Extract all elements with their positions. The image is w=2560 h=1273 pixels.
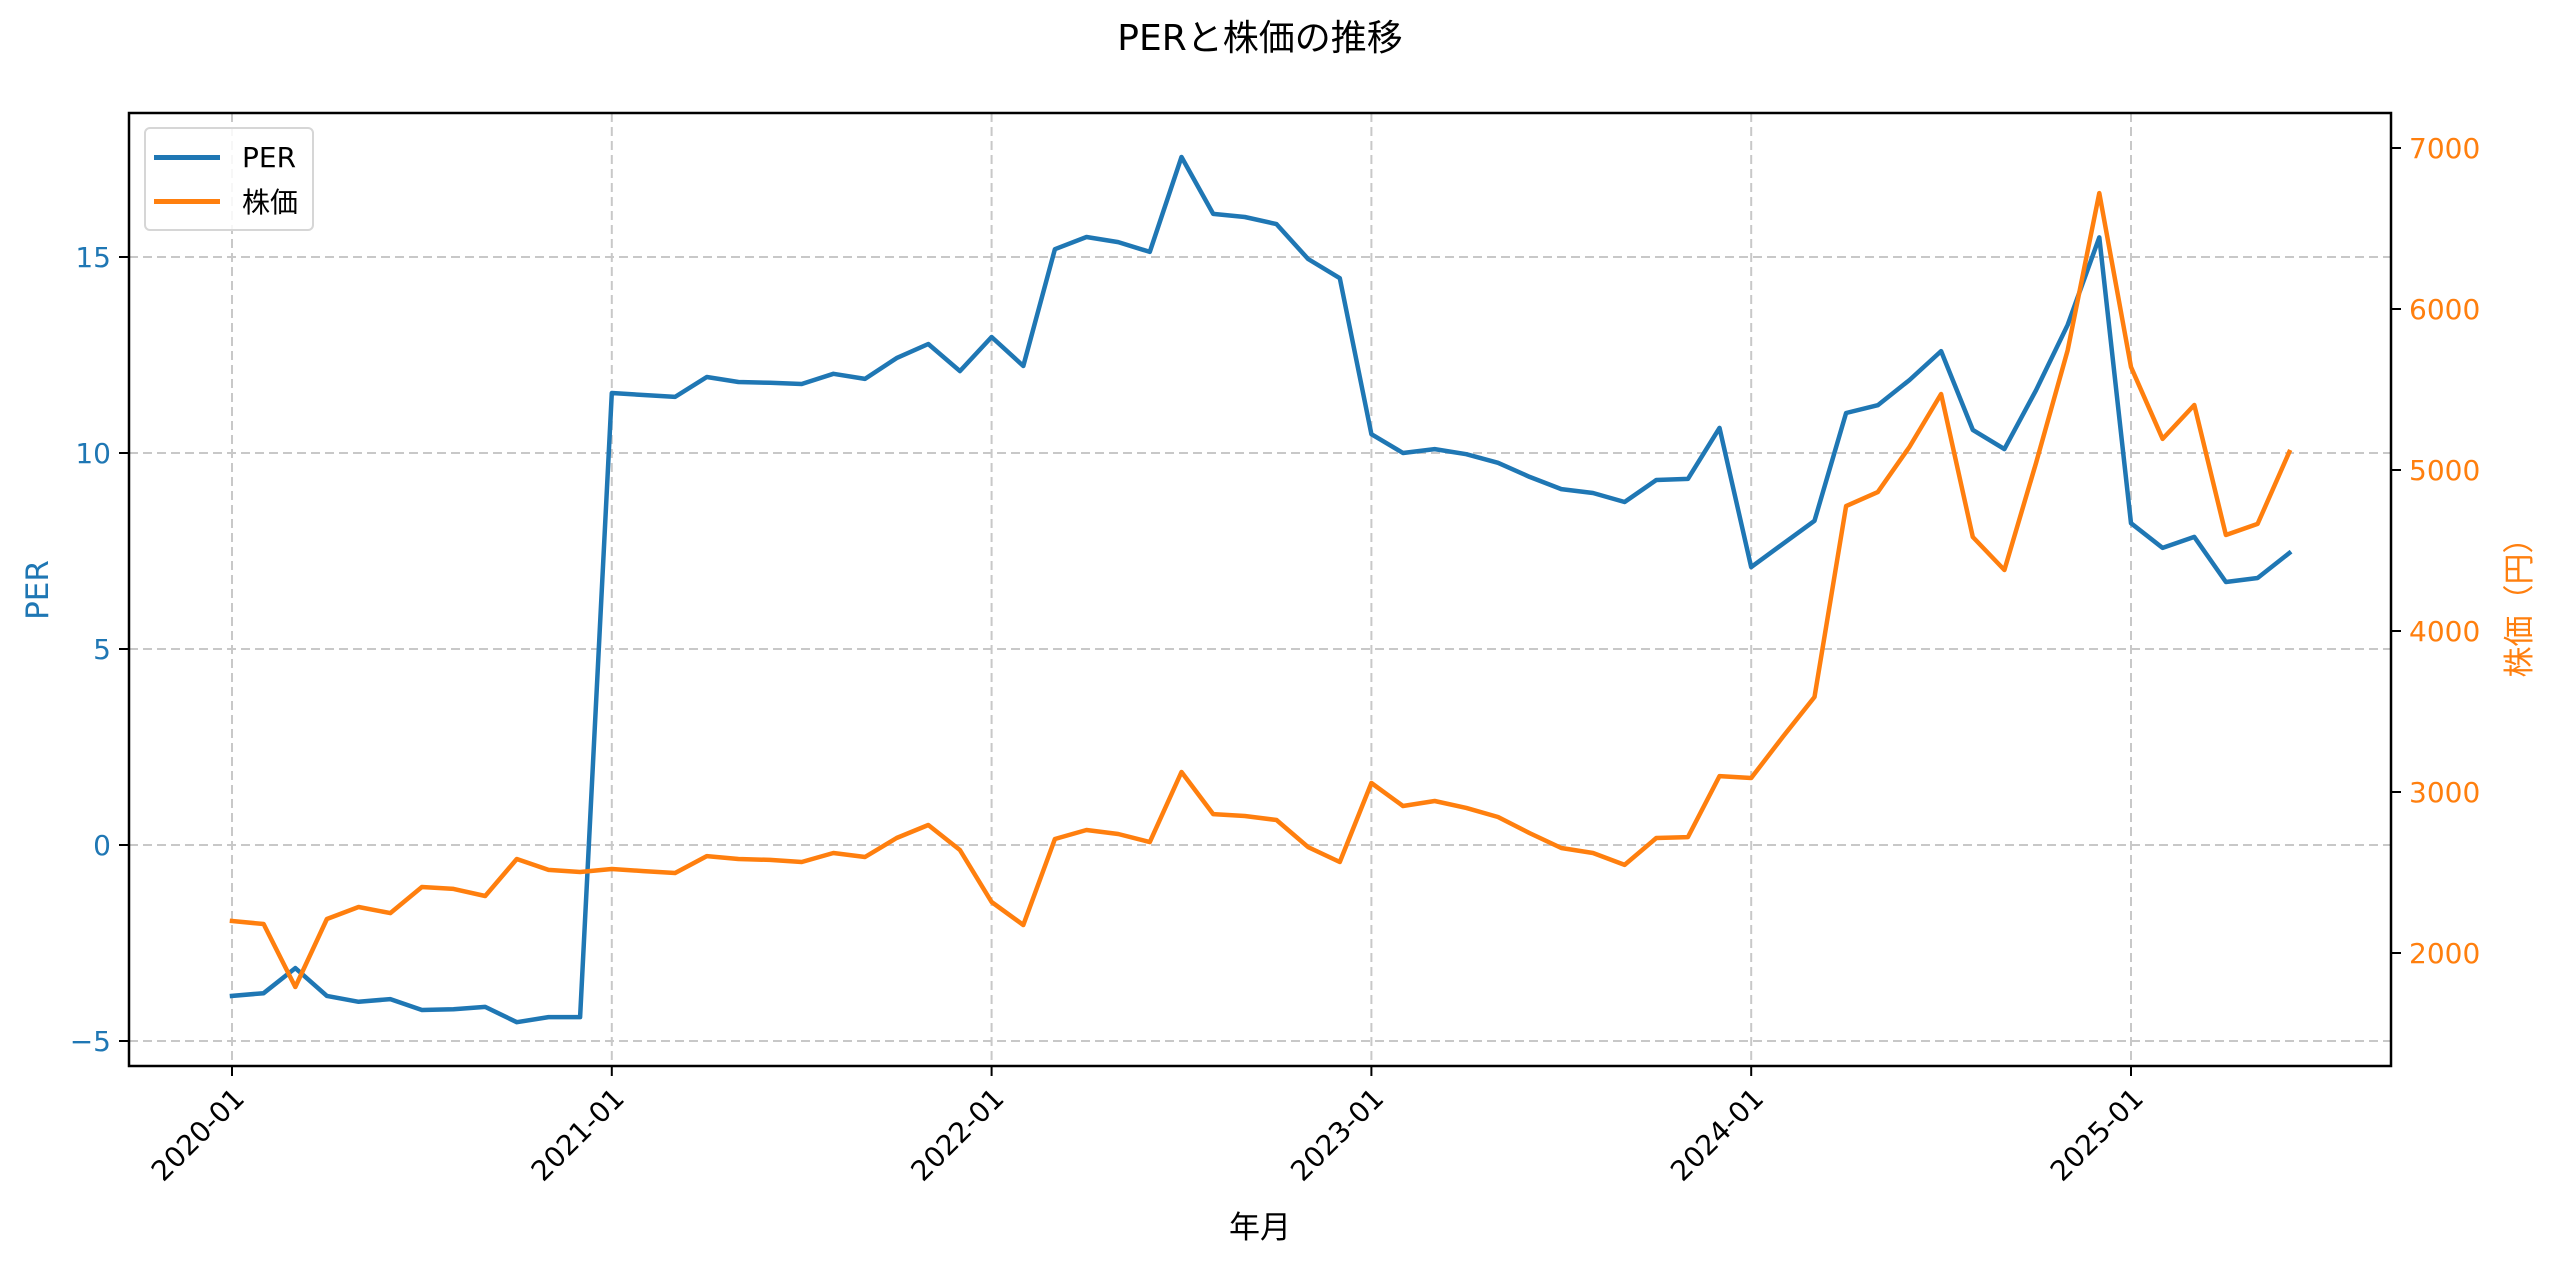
legend-item-price: 株価 bbox=[154, 181, 298, 221]
plot-frame bbox=[127, 111, 2393, 1068]
right-tick-label: 7000 bbox=[2409, 132, 2480, 165]
right-y-axis-label: 株価（円） bbox=[2502, 523, 2538, 678]
x-axis-label: 年月 bbox=[1229, 1210, 1291, 1246]
x-tick-label: 2025-01 bbox=[2044, 1082, 2150, 1188]
right-tick-label: 3000 bbox=[2409, 776, 2480, 809]
x-tick-label: 2021-01 bbox=[525, 1082, 631, 1188]
x-tick-label: 2022-01 bbox=[904, 1082, 1010, 1188]
series-lines bbox=[229, 154, 2293, 1025]
right-y-axis: 2000 3000 4000 5000 6000 7000 bbox=[2391, 132, 2480, 970]
x-tick-label: 2023-01 bbox=[1284, 1082, 1390, 1188]
left-tick-label: 0 bbox=[93, 829, 111, 862]
price-series-line bbox=[229, 190, 2293, 990]
legend: PER 株価 bbox=[144, 127, 314, 231]
x-tick-label: 2020-01 bbox=[145, 1082, 251, 1188]
per-series-line bbox=[229, 154, 2293, 1025]
per-line-swatch-icon bbox=[154, 154, 220, 160]
legend-item-per: PER bbox=[154, 137, 296, 177]
x-axis: 2020-01 2021-01 2022-01 2023-01 2024-01 2025-… bbox=[145, 1066, 2150, 1188]
right-tick-label: 4000 bbox=[2409, 615, 2480, 648]
left-tick-label: 10 bbox=[75, 437, 111, 470]
legend-label-price: 株価 bbox=[242, 186, 299, 219]
left-tick-label: −5 bbox=[70, 1025, 111, 1058]
right-tick-label: 2000 bbox=[2409, 937, 2480, 970]
left-tick-label: 15 bbox=[75, 241, 111, 274]
x-tick-label: 2024-01 bbox=[1664, 1082, 1770, 1188]
grid-lines bbox=[129, 113, 2391, 1066]
left-tick-label: 5 bbox=[93, 633, 111, 666]
chart-title: PERと株価の推移 bbox=[1117, 18, 1402, 59]
left-y-axis: −5 0 5 10 15 bbox=[70, 241, 129, 1058]
right-tick-label: 6000 bbox=[2409, 293, 2480, 326]
left-y-axis-label: PER bbox=[20, 560, 56, 620]
right-tick-label: 5000 bbox=[2409, 454, 2480, 487]
price-line-swatch-icon bbox=[154, 198, 220, 204]
legend-label-per: PER bbox=[242, 140, 297, 174]
